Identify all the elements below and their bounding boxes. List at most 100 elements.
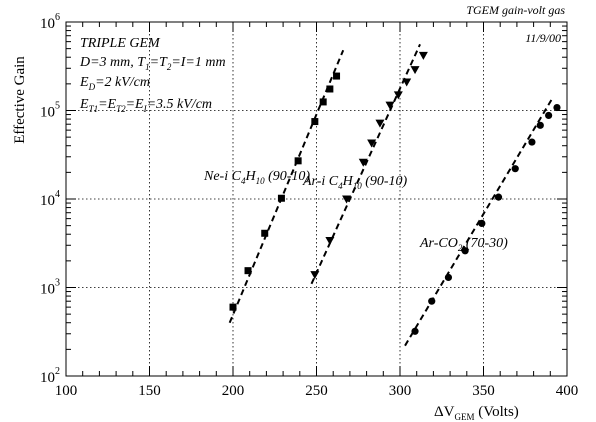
y-axis-title: Effective Gain [12,56,28,144]
data-point-square [326,85,334,93]
detector-info: TRIPLE GEM D=3 mm, T1=T2=I=1 mm ED=2 kV/cm… [79,36,226,114]
data-point-square [294,157,302,165]
data-point-triangle [375,119,385,128]
x-tick-label: 400 [556,383,579,399]
label-part: 4 [338,181,343,191]
x-tick-label: 350 [472,383,495,399]
label-part: Ar-i C [302,174,339,189]
label-part: H [244,169,256,184]
data-point-circle [428,297,436,305]
data-point-triangle [410,66,420,75]
corner-title: TGEM gain-volt gas [466,3,565,17]
y-tick-label: 102 [40,366,60,386]
y-tick-label: 106 [40,12,60,32]
label-part: 10 [256,176,266,186]
data-point-square [319,98,327,106]
label-part: TRIPLE GEM [80,36,161,51]
data-series: Ne-i C4H10 (90-10)Ar-i C4H10 (90-10)Ar-C… [203,43,561,347]
date-label: 11/9/00 [525,31,561,45]
y-tick-label: 103 [40,278,60,298]
label-part: (70-30) [462,236,508,251]
data-point-triangle [367,139,377,148]
data-point-square [244,267,252,275]
data-point-circle [478,219,486,228]
series-group: Ne-i C4H10 (90-10) [203,49,345,324]
label-part: I [143,104,148,114]
x-tick-label: 300 [389,383,412,399]
info-line: ED=2 kV/cm [79,75,150,92]
y-tick-label: 105 [40,101,60,121]
data-point-circle [461,247,469,255]
data-point-circle [528,138,536,146]
y-tick-exponent: 3 [55,278,60,289]
label-part: =E [98,97,116,112]
label-part: E [79,75,89,90]
data-point-square [333,72,341,80]
data-point-circle [553,103,561,112]
label-part: 4 [241,176,246,186]
data-point-circle [545,111,553,120]
label-part: =3.5 kV/cm [147,97,212,112]
data-point-triangle [325,236,335,245]
series-label: Ne-i C4H10 (90-10) [203,169,310,186]
axis-ticks [65,21,568,377]
data-point-circle [494,193,503,201]
y-tick-base: 10 [40,105,55,121]
info-line: D=3 mm, T1=T2=I=1 mm [79,55,226,72]
label-part: (90-10) [362,174,408,189]
data-point-circle [411,327,419,335]
label-part: D=3 mm, T [79,55,146,70]
y-tick-base: 10 [40,282,55,298]
series-label: Ar-i C4H10 (90-10) [302,174,408,191]
data-point-square [277,194,285,202]
y-tick-base: 10 [40,16,55,32]
data-point-triangle [385,101,395,110]
y-tick-exponent: 6 [55,12,60,23]
data-point-triangle [402,78,412,87]
data-point-circle [444,273,453,282]
label-part: T2 [116,104,126,114]
x-axis-title-main: ΔV [434,404,455,420]
series-group: Ar-CO2 (70-30) [404,98,561,347]
label-part: 2 [458,243,463,253]
label-part: Ar-CO [419,236,458,251]
label-part: 1 [145,62,150,72]
y-tick-exponent: 5 [55,101,60,112]
grid-lines [66,22,567,376]
label-part: =E [126,97,144,112]
data-point-triangle [393,91,403,100]
data-point-square [229,303,237,311]
info-line: ET1=ET2=EI=3.5 kV/cm [79,97,212,114]
label-part: (90-10) [265,169,311,184]
data-point-circle [511,165,519,173]
series-group: Ar-i C4H10 (90-10) [302,43,428,285]
data-point-triangle [310,271,320,280]
y-tick-base: 10 [40,193,55,209]
y-tick-label: 104 [40,189,60,209]
data-point-square [311,118,319,126]
label-part: T1 [89,104,99,114]
data-point-triangle [342,195,352,204]
y-tick-base: 10 [40,370,55,386]
label-part: 10 [353,181,363,191]
data-point-circle [536,121,544,129]
x-tick-label: 100 [55,383,78,399]
label-part: =T [150,55,168,70]
label-part: D [88,82,96,92]
x-axis-title: ΔVGEM (Volts) [434,404,519,422]
label-part: Ne-i C [203,169,242,184]
x-tick-labels: 100 150 200 250 300 350 400 [55,383,579,399]
label-part: =2 kV/cm [95,75,150,90]
label-part: 2 [167,62,172,72]
x-axis-title-units: (Volts) [474,404,518,420]
label-part: H [342,174,354,189]
data-point-square [261,229,269,237]
y-tick-exponent: 2 [55,366,60,377]
x-tick-label: 250 [305,383,328,399]
data-point-triangle [358,158,368,167]
x-tick-label: 150 [138,383,161,399]
label-part: E [79,97,89,112]
y-tick-exponent: 4 [55,189,60,200]
